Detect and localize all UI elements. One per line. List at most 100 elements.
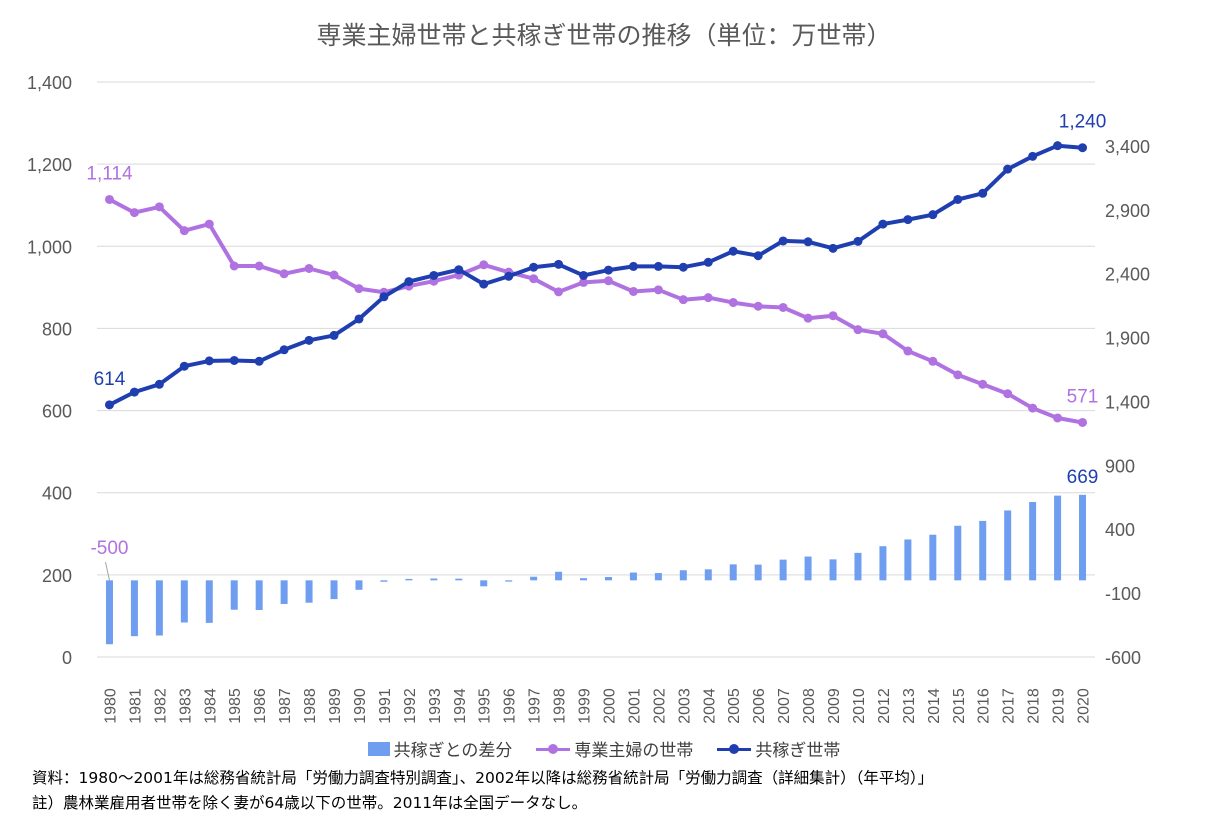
series-point [279, 345, 289, 355]
series-point [603, 265, 613, 275]
y-right-tick-label: 1,400 [1105, 392, 1150, 412]
series-point [878, 219, 888, 229]
diff-bar [305, 580, 313, 603]
series-point [129, 387, 139, 397]
data-label: 571 [1067, 386, 1099, 407]
x-tick-label: 2012 [876, 688, 893, 724]
series-point [678, 262, 688, 272]
data-label: 1,240 [1059, 112, 1107, 133]
y-right-tick-label: 3,400 [1105, 137, 1150, 157]
series-point [204, 219, 214, 229]
x-tick-label: 2020 [1076, 688, 1093, 724]
series-point [354, 284, 364, 294]
x-tick-label: 2005 [726, 688, 743, 724]
data-label: 1,114 [86, 163, 133, 184]
series-point [1053, 141, 1063, 151]
series-point [728, 298, 738, 308]
x-tick-label: 2016 [976, 688, 993, 724]
diff-bar [255, 580, 263, 610]
series-point [104, 400, 114, 410]
series-point [254, 356, 264, 366]
diff-bar [679, 570, 687, 581]
x-tick-label: 1990 [352, 688, 369, 724]
diff-bar [804, 556, 812, 581]
legend-item-diff[interactable]: 共稼ぎとの差分 [367, 736, 512, 761]
series-point [179, 361, 189, 371]
x-tick-label: 2019 [1051, 688, 1068, 724]
series-point [479, 279, 489, 289]
diff-bar [280, 580, 288, 604]
x-tick-label: 1981 [127, 688, 144, 724]
series-point [628, 261, 638, 271]
x-tick-label: 1987 [277, 688, 294, 724]
footnote: 註）農林業雇用者世帯を除く妻が64歳以下の世帯。2011年は全国データなし。 [32, 794, 588, 812]
legend-label-dual: 共稼ぎ世帯 [755, 741, 841, 761]
x-tick-label: 2004 [701, 688, 718, 724]
data-label: 614 [94, 369, 126, 390]
diff-bar [1004, 510, 1012, 581]
diff-bar [330, 580, 338, 600]
series-point [828, 243, 838, 253]
diff-bar [979, 520, 987, 581]
series-point [653, 285, 663, 295]
series-point [229, 261, 239, 271]
series-point [603, 276, 613, 286]
series-point [803, 237, 813, 247]
x-tick-label: 1980 [102, 688, 119, 724]
x-tick-label: 2009 [826, 688, 843, 724]
series-point [703, 293, 713, 303]
series-line [108, 197, 1083, 425]
diff-bar [654, 573, 662, 581]
x-tick-label: 1993 [427, 688, 444, 724]
x-tick-label: 1991 [377, 688, 394, 724]
y-right-tick-label: 2,400 [1105, 265, 1150, 285]
series-point [1003, 389, 1013, 399]
series-point [329, 270, 339, 280]
series-point [853, 236, 863, 246]
x-tick-label: 1995 [477, 688, 494, 724]
y-right-tick-label: 900 [1105, 456, 1135, 476]
x-tick-label: 2014 [926, 688, 943, 724]
x-tick-label: 1986 [252, 688, 269, 724]
chart: 0 200 400 600 800 1,000 1,200 1,400 -600 -100 400 9… [27, 73, 1150, 724]
y-left-tick-label: 800 [42, 319, 72, 339]
series-point [628, 286, 638, 296]
series-point [379, 292, 389, 302]
diff-bar [854, 552, 862, 581]
series-point [154, 202, 164, 212]
x-tick-label: 2008 [801, 688, 818, 724]
x-tick-label: 2006 [751, 688, 768, 724]
y-right-tick-label: -100 [1105, 584, 1141, 604]
y-right-tick-label: 1,900 [1105, 329, 1150, 349]
legend-item-housewife[interactable]: 専業主婦の世帯 [536, 736, 693, 761]
diff-bar [954, 525, 962, 581]
series-point [479, 260, 489, 270]
diff-bar [904, 539, 912, 581]
series-point [1028, 151, 1038, 161]
x-tick-label: 1985 [227, 688, 244, 724]
chart-title: 専業主婦世帯と共稼ぎ世帯の推移（単位：万世帯） [316, 21, 892, 50]
series-line [108, 143, 1083, 407]
series-point [828, 311, 838, 321]
diff-bar [1054, 495, 1062, 581]
x-tick-label: 1989 [327, 688, 344, 724]
series-point [329, 330, 339, 340]
diff-bar [455, 578, 463, 581]
series-point [579, 277, 589, 287]
legend-swatch-dual [717, 742, 752, 756]
x-tick-label: 1984 [202, 688, 219, 724]
x-tick-label: 2010 [851, 688, 868, 724]
diff-bar [355, 580, 363, 590]
series-point [454, 265, 464, 275]
notes: 資料：1980～2001年は総務省統計局「労働力調査特別調査」、2002年以降は… [32, 766, 933, 816]
legend-item-dual[interactable]: 共稼ぎ世帯 [717, 736, 840, 761]
series-point [1078, 417, 1088, 427]
series-point [1028, 403, 1038, 413]
series-point [653, 261, 663, 271]
diff-bar [405, 578, 413, 581]
diff-bar [1079, 494, 1087, 581]
diff-bar [430, 578, 438, 581]
diff-bar [480, 580, 488, 587]
series-point [978, 188, 988, 198]
diff-bar [604, 577, 612, 581]
